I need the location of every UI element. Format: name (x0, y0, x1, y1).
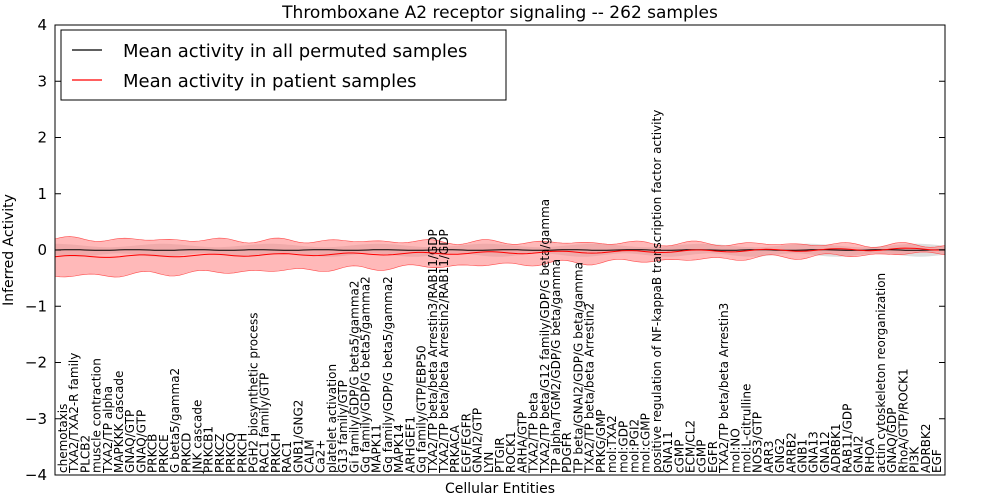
x-category-label: TXA2/TP beta/beta Arrestin3 (717, 303, 731, 474)
x-category-label: GNAQ/GDP (885, 407, 899, 473)
x-category-label: cGMP (695, 440, 709, 474)
x-category-label: positive regulation of NF-kappaB transcr… (650, 110, 664, 473)
y-tick-label: −1 (25, 297, 47, 315)
x-category-label: Gq family/GDP/G beta5/gamma2 (359, 276, 373, 473)
x-category-label: EGFR (706, 441, 720, 473)
x-category-label: mol:cGMP (639, 413, 653, 473)
x-category-label: TXA2/TP beta/beta Arrestin3/RAB11/GDP (426, 229, 440, 474)
x-category-label: JNK cascade (190, 400, 204, 474)
x-category-label: Gq family/GTP/EBP50 (415, 345, 429, 473)
x-category-label: PRKCH (269, 433, 283, 473)
x-category-label: TXA2/TP beta/beta Arrestin2 (583, 303, 597, 474)
x-category-label: RHOA (863, 437, 877, 473)
legend-label-permuted: Mean activity in all permuted samples (123, 41, 467, 62)
x-category-label: ROCK1 (504, 431, 518, 473)
x-category-label: CALM (303, 439, 317, 473)
x-category-label: G beta5/gamma2 (168, 368, 182, 473)
x-category-label: ADRBK1 (829, 423, 843, 473)
x-category-label: GNG2 (773, 438, 787, 473)
x-category-label: ARR3 (762, 440, 776, 473)
patient-band (54, 236, 946, 278)
x-category-label: RhoA/GTP/ROCK1 (896, 368, 910, 473)
x-category-label: ARHGEF1 (403, 416, 417, 473)
x-category-label: PI3K (908, 446, 922, 473)
x-category-label: GNB1 (796, 439, 810, 473)
x-category-label: mol:GDP (616, 421, 630, 473)
x-category-label: TXA2/TXA2-R family (67, 353, 81, 474)
x-category-label: GNB1/GNG2 (291, 400, 305, 473)
legend-label-patient: Mean activity in patient samples (123, 71, 417, 92)
x-category-label: RAC1 (280, 441, 294, 473)
patient-mean-line (54, 247, 946, 258)
x-category-label: Gi family/GDP/G beta5/gamma2 (347, 280, 361, 473)
x-category-label: PRKCB1 (202, 426, 216, 473)
x-category-label: PRKCD (179, 433, 193, 473)
x-category-label: PRKCZ (213, 434, 227, 473)
x-category-label: LYN (482, 452, 496, 473)
x-category-label: MAPK14 (392, 424, 406, 473)
y-axis-label: Inferred Activity (1, 194, 17, 306)
x-category-label: TXA2/TP beta/G12 family/GDP/G beta/gamma (538, 199, 552, 474)
x-category-label: Gq family/GDP/G beta5/gamma2 (381, 276, 395, 473)
x-category-label: platelet activation (325, 364, 339, 473)
chart-title: Thromboxane A2 receptor signaling -- 262… (281, 3, 718, 23)
x-category-label: GNAI2/GTP (471, 408, 485, 473)
y-tick-label: −3 (25, 410, 47, 428)
y-tick-label: −4 (25, 466, 47, 484)
x-category-label: mol:L-citrulline (740, 384, 754, 473)
x-category-label: GNAQ/GTP (134, 410, 148, 473)
x-category-label: Ca2+ (314, 440, 328, 473)
x-category-label: G13 family/GTP (336, 380, 350, 473)
x-category-label: EGF/EGFR (459, 413, 473, 473)
x-category-label: PGH2 biosynthetic process (246, 312, 260, 473)
x-category-label: PLCB2 (78, 435, 92, 473)
x-category-label: mol:NO (728, 428, 742, 473)
x-category-label: TP alpha/TGM2/GDP/G beta/gamma (549, 259, 563, 474)
x-category-label: TXA2/TP beta/beta Arrestin2/RAB11/GDP (437, 229, 451, 474)
y-tick-label: −2 (25, 354, 47, 372)
x-category-label: ARRB2 (784, 432, 798, 473)
x-category-label: GNAI2 (852, 435, 866, 473)
y-tick-label: 2 (37, 129, 47, 147)
x-category-label: ADRBK2 (919, 423, 933, 473)
x-category-label: NOS3/GTP (751, 412, 765, 473)
x-category-label: cGMP (672, 440, 686, 474)
x-category-label: GNA11 (661, 431, 675, 473)
x-category-label: GNA13 (807, 431, 821, 473)
x-category-label: muscle contraction (90, 358, 104, 473)
x-category-label: PRKCE (157, 434, 171, 473)
x-category-label: EGF (930, 449, 944, 473)
x-category-label: ARHA/GTP (515, 412, 529, 473)
x-category-label: PRKCH (235, 433, 249, 473)
x-category-label: PRKCB (146, 434, 160, 473)
x-category-label: RAB11/GDP (840, 404, 854, 473)
x-category-label: PTGIR (493, 437, 507, 473)
legend-box (60, 29, 507, 101)
y-tick-label: 0 (37, 241, 47, 259)
x-category-label: GNAQ/GTP (123, 410, 137, 473)
x-category-label: TP beta/GNAI2/GDP/G beta/gamma (571, 262, 585, 474)
x-axis-label: Cellular Entities (445, 481, 555, 497)
x-category-label: GNA12 (818, 431, 832, 473)
y-tick-label: 1 (37, 185, 47, 203)
x-category-label: ECM/CL2 (683, 420, 697, 473)
x-category-label: PRKG/GMP (594, 409, 608, 473)
y-tick-label: 3 (37, 72, 47, 90)
x-category-label: PRKACA (448, 424, 462, 473)
x-category-label: PDGFR (560, 432, 574, 473)
x-category-label: RAC1 family/GTP (258, 373, 272, 473)
permuted-mean-line (54, 249, 946, 251)
x-category-label: chemotaxis (56, 404, 70, 473)
legend: Mean activity in all permuted samples Me… (60, 29, 507, 101)
x-category-label: TXA2/TP beta (527, 392, 541, 474)
x-category-label: mol:TXA2 (605, 415, 619, 473)
x-category-label: mol:PGI2 (627, 419, 641, 473)
x-category-label: TXA2/TP alpha (101, 386, 115, 474)
x-category-label: MAPK11 (370, 424, 384, 473)
y-tick-label: 4 (37, 16, 47, 34)
x-category-label: MAPKKK cascade (112, 371, 126, 473)
x-category-label: actin cytoskeleton reorganization (874, 273, 888, 473)
x-category-label: PRKCQ (224, 432, 238, 473)
